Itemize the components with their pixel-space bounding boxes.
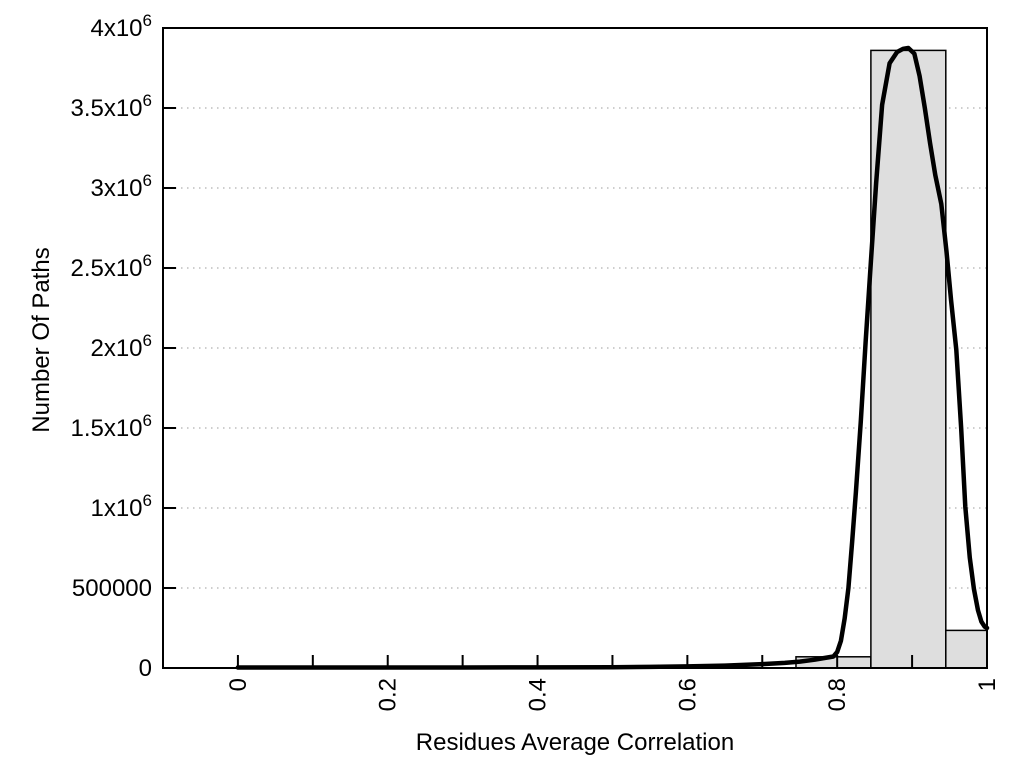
x-tick-label: 0.4 [525,678,552,711]
x-tick-label: 0.2 [375,678,402,711]
y-tick-label: 3.5x106 [70,91,152,122]
histogram-bar [945,629,988,669]
y-tick-label: 0 [139,655,152,682]
x-tick-label: 0.6 [674,678,701,711]
x-tick-label: 0 [225,678,252,691]
x-tick-label: 1 [974,678,1001,691]
histogram-bar [870,49,947,669]
y-axis-title: Number Of Paths [28,247,55,433]
y-tick-label: 1x106 [90,491,152,522]
fit-curve [235,45,990,670]
y-tick-label: 3x106 [90,171,152,202]
x-axis-title: Residues Average Correlation [415,729,735,756]
y-tick-label: 2x106 [90,331,152,362]
y-tick-label: 4x106 [90,11,152,42]
y-tick-label: 1.5x106 [70,411,152,442]
y-tick-label: 500000 [72,575,152,602]
x-tick-label: 0.8 [824,678,851,711]
y-tick-label: 2.5x106 [70,251,152,282]
